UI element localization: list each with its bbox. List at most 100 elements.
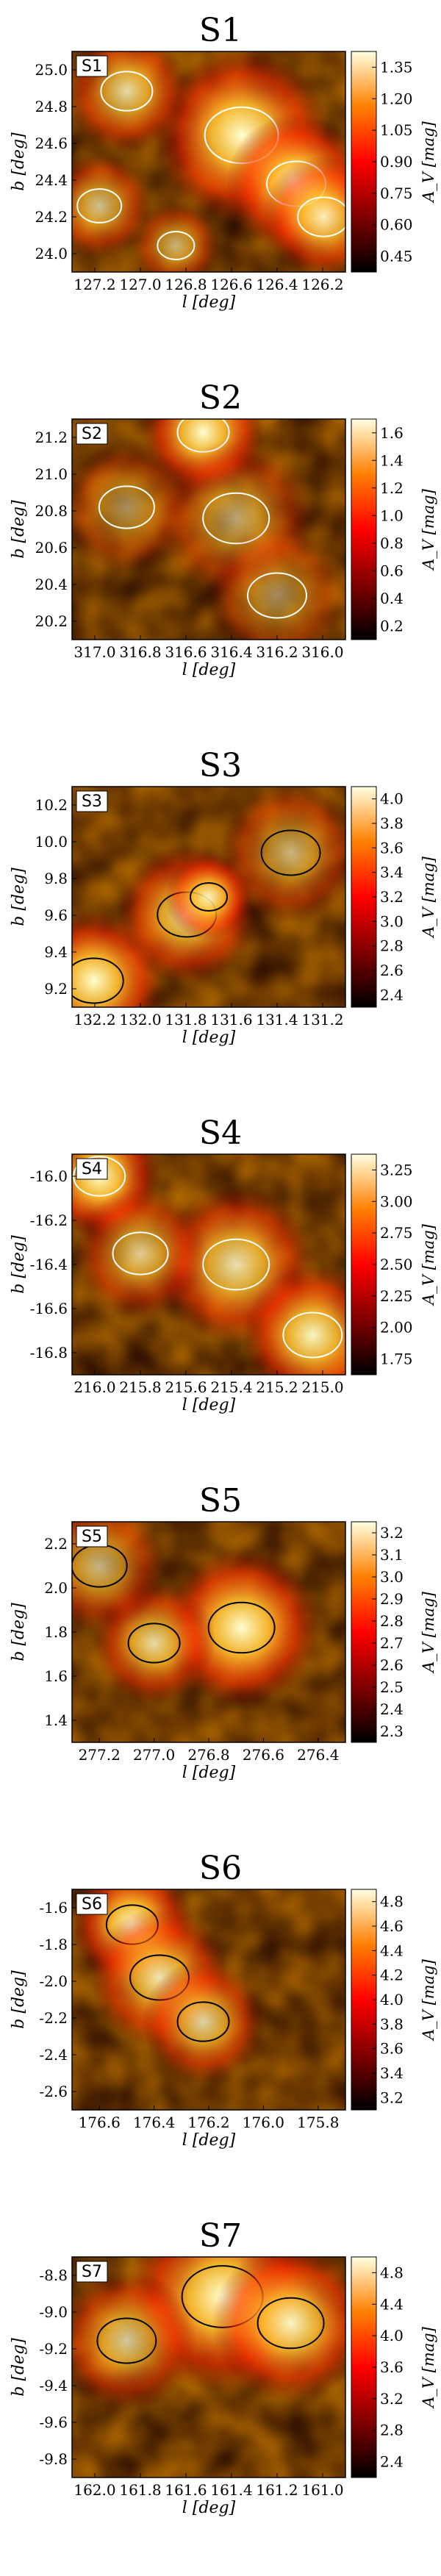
x-tick-label: 277.2 [79, 1746, 121, 1764]
y-tick-label: 20.4 [35, 576, 68, 593]
panel-s6: S6 S6 176.6 176.4 176.2 176.0 175.8 -1.6 -1.8 -2.… [10, 1850, 437, 2150]
x-tick-label: 176.4 [133, 2114, 175, 2131]
panel-s4: S4 S4 216.0 215.8 215.6 215.4 215.2 215.0 -16.0 -… [10, 1115, 437, 1414]
colorbar-tick-label: 3.00 [380, 1192, 413, 1210]
y-tick-label: 20.6 [35, 539, 68, 557]
y-axis-label: b [deg] [10, 867, 28, 926]
intensity-region [212, 2257, 345, 2403]
colorbar-tick-label: 0.60 [380, 216, 413, 234]
region-tag-label: S2 [82, 425, 102, 443]
x-tick-label: 316.4 [210, 643, 252, 661]
y-tick-label: -16.4 [30, 1256, 68, 1273]
panel-title: S2 [199, 379, 242, 417]
y-tick-label: 24.4 [35, 171, 68, 189]
x-tick-label: 277.0 [133, 1746, 175, 1764]
colorbar-tick-label: 0.8 [380, 534, 404, 552]
y-axis-label: b [deg] [10, 1235, 28, 1294]
region-tag-label: S4 [82, 1160, 102, 1178]
colorbar-tick-label: 4.0 [380, 790, 404, 808]
y-tick-label: 21.0 [35, 465, 68, 483]
colorbar-tick-label: 3.4 [380, 2064, 404, 2082]
plot-frame [71, 2256, 346, 2478]
x-tick-label: 126.8 [165, 276, 207, 293]
y-tick-label: 1.6 [44, 1667, 68, 1685]
region-tag-label: S3 [82, 793, 102, 811]
intensity-region [262, 155, 345, 272]
colorbar-tick-label: 0.4 [380, 590, 404, 607]
x-tick-label: 215.6 [165, 1378, 207, 1396]
y-tick-label: 25.0 [35, 61, 68, 79]
colorbar-label: A_V [mag] [420, 856, 437, 939]
intensity-region [72, 2270, 197, 2411]
contour-line [157, 230, 196, 261]
intensity-region [132, 201, 220, 272]
x-tick-label: 216.0 [74, 1378, 115, 1396]
colorbar-tick-label: 3.1 [380, 1546, 404, 1564]
x-tick-label: 176.6 [79, 2114, 121, 2131]
contour-line [260, 829, 321, 876]
y-axis-label: b [deg] [10, 1603, 28, 1661]
region-tag: S5 [76, 1525, 108, 1548]
colorbar-tick-label: 4.4 [380, 2295, 404, 2313]
heatmap-area [72, 1154, 345, 1375]
contour-line [72, 957, 124, 1004]
y-tick-label: 2.2 [44, 1535, 68, 1553]
contour-line [127, 1622, 181, 1664]
plot-frame [71, 418, 346, 640]
colorbar-label: A_V [mag] [420, 488, 437, 571]
colorbar-tick-label: 2.4 [380, 2453, 404, 2471]
x-tick-label: 161.2 [256, 2481, 298, 2499]
colorbar-tick-label: 3.8 [380, 2015, 404, 2033]
colorbar-tick-label: 4.0 [380, 1991, 404, 2008]
heatmap-area [72, 2257, 345, 2477]
x-tick-label: 316.2 [256, 643, 298, 661]
colorbar-label: A_V [mag] [420, 1223, 437, 1306]
y-tick-label: -9.4 [39, 2377, 68, 2394]
colorbar-tick-label: 3.8 [380, 815, 404, 832]
colorbar-tick-label: 3.2 [380, 1524, 404, 1542]
colorbar-tick-label: 4.8 [380, 1893, 404, 1911]
colorbar-tick-label: 4.6 [380, 1917, 404, 1935]
colorbar-tick-label: 1.4 [380, 451, 404, 469]
colorbar-tick-label: 1.0 [380, 507, 404, 524]
colorbar-tick-label: 2.25 [380, 1287, 413, 1305]
y-tick-label: 20.2 [35, 612, 68, 630]
colorbar-tick-label: 2.6 [380, 1656, 404, 1674]
x-tick-label: 161.0 [301, 2481, 343, 2499]
colorbar-tick-label: 1.6 [380, 424, 404, 442]
x-tick-label: 127.0 [119, 276, 161, 293]
y-tick-label: -2.4 [39, 2046, 68, 2064]
x-tick-label: 131.6 [210, 1011, 252, 1028]
y-axis-label: b [deg] [10, 500, 28, 559]
x-tick-label: 317.0 [74, 643, 115, 661]
x-tick-label: 215.4 [210, 1378, 252, 1396]
intensity-region [72, 441, 193, 573]
colorbar [351, 418, 377, 640]
y-tick-label: 20.8 [35, 502, 68, 520]
region-tag-label: S1 [82, 57, 102, 76]
x-tick-label: 132.0 [119, 1011, 161, 1028]
panel-title: S3 [199, 747, 242, 784]
intensity-region [243, 1264, 345, 1375]
region-tag-label: S7 [82, 2263, 102, 2281]
y-tick-label: 10.2 [35, 796, 68, 814]
x-tick-label: 176.0 [243, 2114, 284, 2131]
panel-title: S5 [199, 1482, 242, 1520]
colorbar-tick-label: 3.2 [380, 2390, 404, 2408]
region-tag: S1 [76, 55, 108, 77]
contour-line [176, 2001, 230, 2042]
colorbar-tick-label: 0.90 [380, 153, 413, 171]
x-tick-label: 215.8 [119, 1378, 161, 1396]
colorbar-tick-label: 1.20 [380, 90, 413, 107]
colorbar-label: A_V [mag] [420, 1591, 437, 1674]
x-tick-label: 316.6 [165, 643, 207, 661]
panel-s2: S2 S2 317.0 316.8 316.6 316.4 316.2 316.0 21.2 21… [10, 379, 437, 679]
y-tick-label: 24.2 [35, 208, 68, 226]
contour-line [257, 2297, 325, 2350]
x-tick-label: 316.0 [301, 643, 343, 661]
contour-line [297, 196, 345, 237]
panel-s1: S1 S1 127.2 127.0 126.8 126.6 126.4 126.2 25.0 24… [10, 12, 437, 312]
x-tick-label: 126.2 [301, 276, 343, 293]
colorbar-tick-label: 0.2 [380, 617, 404, 634]
heatmap-area [72, 1889, 345, 2110]
